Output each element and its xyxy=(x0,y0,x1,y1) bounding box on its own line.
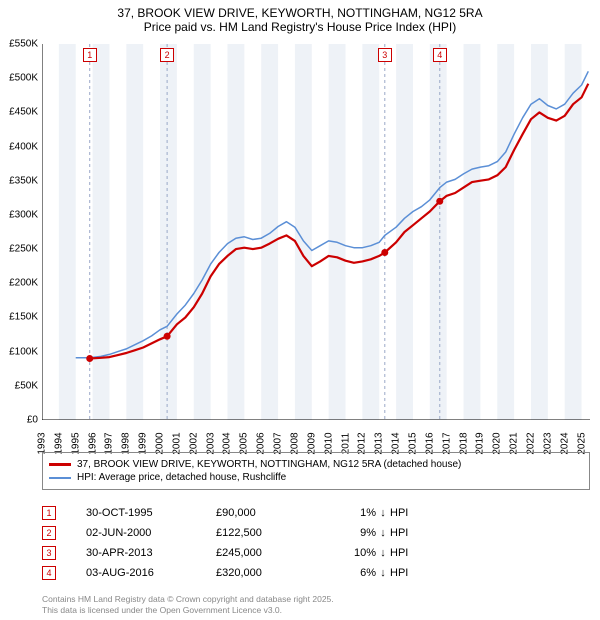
transaction-date: 30-OCT-1995 xyxy=(86,507,216,519)
y-axis-tick-label: £200K xyxy=(9,278,38,289)
transaction-price: £245,000 xyxy=(216,547,326,559)
y-axis-tick-label: £450K xyxy=(9,107,38,118)
transaction-pct: 1% xyxy=(326,507,376,519)
legend-label-hpi: HPI: Average price, detached house, Rush… xyxy=(77,472,286,483)
legend-swatch-price-paid xyxy=(49,463,71,466)
transaction-price: £122,500 xyxy=(216,527,326,539)
transaction-hpi-label: HPI xyxy=(390,547,430,559)
transaction-date: 02-JUN-2000 xyxy=(86,527,216,539)
transaction-date: 03-AUG-2016 xyxy=(86,567,216,579)
transaction-marker-4: 4 xyxy=(42,566,56,580)
transaction-hpi-label: HPI xyxy=(390,527,430,539)
transaction-row: 2 02-JUN-2000 £122,500 9% ↓ HPI xyxy=(42,526,590,540)
footer-line-2: This data is licensed under the Open Gov… xyxy=(42,605,334,616)
transaction-marker-3: 3 xyxy=(42,546,56,560)
legend-swatch-hpi xyxy=(49,477,71,479)
footer-attribution: Contains HM Land Registry data © Crown c… xyxy=(42,594,334,615)
transaction-hpi-label: HPI xyxy=(390,567,430,579)
y-axis-tick-label: £150K xyxy=(9,312,38,323)
title-line-2: Price paid vs. HM Land Registry's House … xyxy=(0,20,600,34)
transaction-price: £90,000 xyxy=(216,507,326,519)
legend-item-hpi: HPI: Average price, detached house, Rush… xyxy=(49,472,583,483)
y-axis-tick-label: £350K xyxy=(9,175,38,186)
chart-title: 37, BROOK VIEW DRIVE, KEYWORTH, NOTTINGH… xyxy=(0,0,600,36)
y-axis-tick-label: £500K xyxy=(9,73,38,84)
transaction-row: 4 03-AUG-2016 £320,000 6% ↓ HPI xyxy=(42,566,590,580)
transaction-pct: 6% xyxy=(326,567,376,579)
y-axis-tick-label: £50K xyxy=(15,380,38,391)
transaction-pct: 10% xyxy=(326,547,376,559)
transaction-hpi-label: HPI xyxy=(390,507,430,519)
down-arrow-icon: ↓ xyxy=(376,507,390,519)
transaction-marker-2: 2 xyxy=(42,526,56,540)
transaction-marker-1: 1 xyxy=(42,506,56,520)
y-axis-tick-label: £300K xyxy=(9,209,38,220)
y-axis-tick-label: £0 xyxy=(27,415,38,426)
chart-marker-2: 2 xyxy=(160,48,174,62)
title-line-1: 37, BROOK VIEW DRIVE, KEYWORTH, NOTTINGH… xyxy=(0,6,600,20)
chart-legend: 37, BROOK VIEW DRIVE, KEYWORTH, NOTTINGH… xyxy=(42,452,590,490)
footer-line-1: Contains HM Land Registry data © Crown c… xyxy=(42,594,334,605)
y-axis-tick-label: £100K xyxy=(9,346,38,357)
transactions-table: 1 30-OCT-1995 £90,000 1% ↓ HPI 2 02-JUN-… xyxy=(42,500,590,586)
transaction-row: 1 30-OCT-1995 £90,000 1% ↓ HPI xyxy=(42,506,590,520)
chart-marker-1: 1 xyxy=(83,48,97,62)
chart-plot-area: £0£50K£100K£150K£200K£250K£300K£350K£400… xyxy=(42,44,590,420)
transaction-pct: 9% xyxy=(326,527,376,539)
transaction-price: £320,000 xyxy=(216,567,326,579)
legend-item-price-paid: 37, BROOK VIEW DRIVE, KEYWORTH, NOTTINGH… xyxy=(49,459,583,470)
down-arrow-icon: ↓ xyxy=(376,527,390,539)
chart-marker-3: 3 xyxy=(378,48,392,62)
transaction-date: 30-APR-2013 xyxy=(86,547,216,559)
legend-label-price-paid: 37, BROOK VIEW DRIVE, KEYWORTH, NOTTINGH… xyxy=(77,459,461,470)
chart-svg xyxy=(42,44,590,420)
y-axis-tick-label: £400K xyxy=(9,141,38,152)
down-arrow-icon: ↓ xyxy=(376,547,390,559)
y-axis-tick-label: £550K xyxy=(9,39,38,50)
y-axis-tick-label: £250K xyxy=(9,244,38,255)
down-arrow-icon: ↓ xyxy=(376,567,390,579)
chart-marker-4: 4 xyxy=(433,48,447,62)
transaction-row: 3 30-APR-2013 £245,000 10% ↓ HPI xyxy=(42,546,590,560)
